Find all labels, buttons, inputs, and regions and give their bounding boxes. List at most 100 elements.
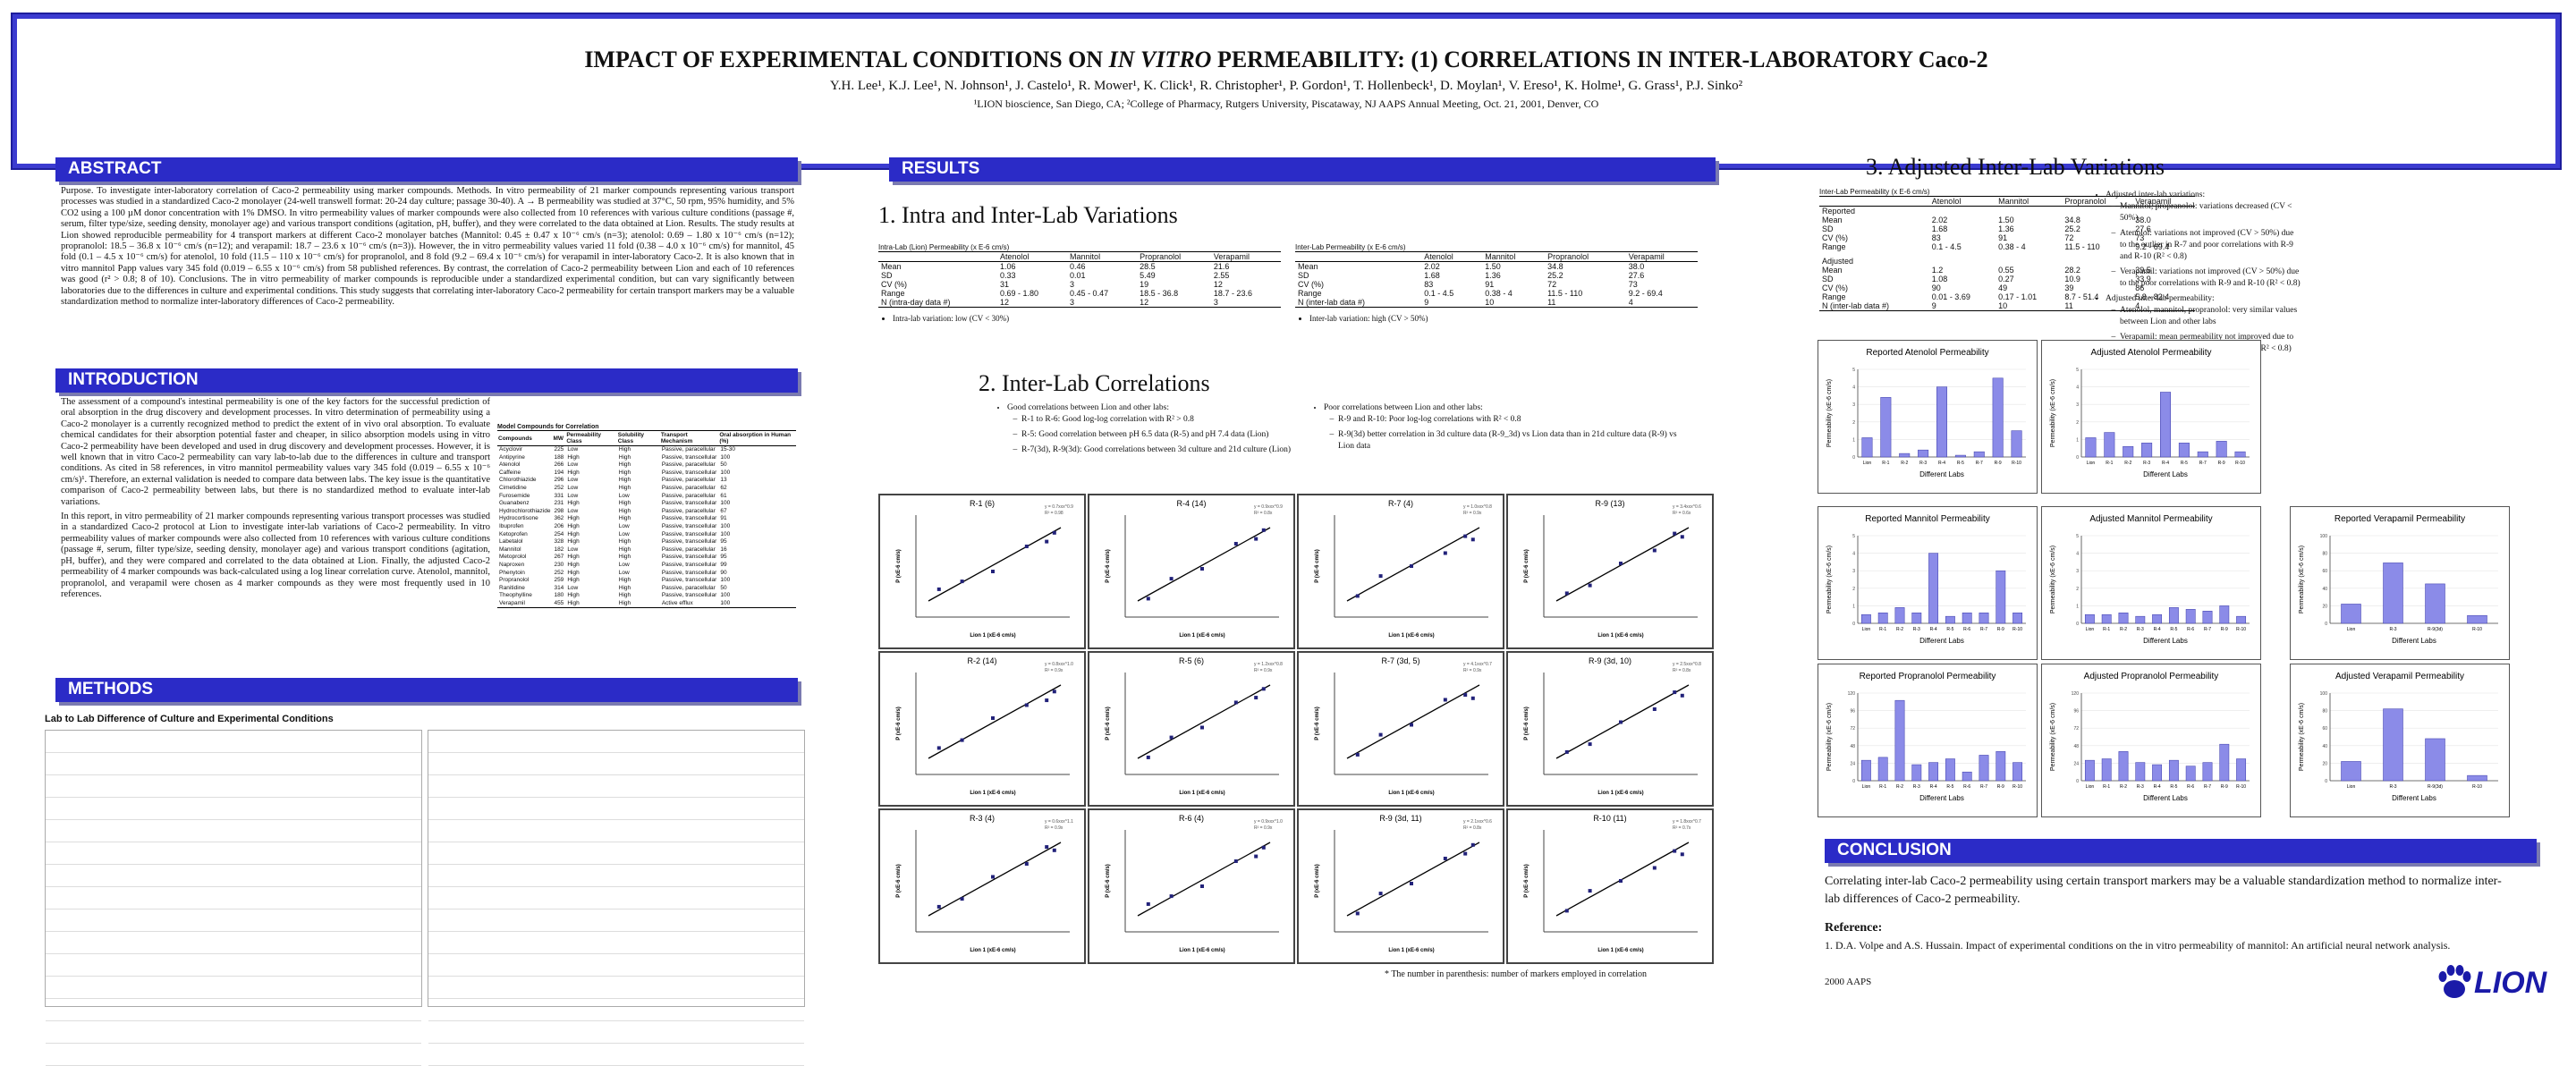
bar: [1936, 386, 1947, 458]
table-cell: [428, 797, 504, 820]
table-row: [428, 752, 804, 775]
table-cell: 0.38 - 4: [1485, 289, 1513, 298]
table-cell: 296: [554, 477, 564, 484]
table-row: [46, 931, 421, 954]
x-tick-label: R-1: [1882, 461, 1889, 466]
table-cell: 10: [1998, 301, 2008, 310]
table-cell: 9.2 - 69.4: [1628, 289, 1663, 298]
table-cell: 99: [720, 561, 727, 568]
table-cell: 182: [554, 546, 564, 553]
y-tick-label: 1: [2076, 604, 2079, 609]
conclusion-heading: CONCLUSION: [1825, 839, 2537, 863]
chart-title: Reported Atenolol Permeability: [1866, 348, 1988, 358]
section-1-title: 1. Intra and Inter-Lab Variations: [878, 202, 1178, 228]
table-cell: Passive, transcellular: [661, 554, 717, 561]
scatter-point: [1564, 749, 1569, 754]
x-tick-label: R-3: [1913, 627, 1920, 632]
x-tick-label: R-4: [2162, 461, 2169, 466]
scatter-point: [1463, 851, 1468, 856]
table-cell: [428, 953, 504, 977]
table-row: SD 1.08 0.27 10.9 33.9: [1819, 275, 2195, 283]
table-cell: Furosemide: [499, 492, 530, 499]
table-cell: 25.2: [2064, 224, 2080, 233]
y-tick-label: 2: [1852, 587, 1855, 592]
scatter-point: [1052, 530, 1056, 535]
scatter-label: R-7 (3d, 5): [1381, 656, 1419, 665]
table-cell: [271, 1043, 346, 1066]
table-cell: [346, 797, 421, 820]
bar: [2123, 445, 2134, 458]
table-cell: High: [567, 577, 580, 584]
table-cell: [121, 998, 196, 1021]
affiliation: ¹LION bioscience, San Diego, CA; ²Colleg…: [973, 97, 1599, 110]
scatter-panel: R-3 (4) y = 0.6xxx^1.1 R² = 0.9x Lion 1 (xE…: [878, 808, 1086, 964]
scatter-panel: R-4 (14) y = 0.9xxx^0.9 R² = 0.8x Lion 1 (x…: [1088, 494, 1295, 649]
bar: [2101, 758, 2112, 782]
table-cell: 252: [554, 484, 564, 491]
scatter-point: [1045, 845, 1049, 850]
table-cell: High: [618, 599, 631, 606]
col-header: Atenolol: [1928, 196, 1996, 207]
table-row: Mean 2.02 1.50 34.8 38.0: [1819, 216, 2195, 224]
table-cell: 28.2: [2064, 266, 2080, 275]
scatter-plot: R-7 (3d, 5) y = 4.1xxx^0.7R² = 0.9x Lion 1…: [1315, 656, 1492, 796]
scatter-ylabel: P (xE-6 cm/s): [1315, 864, 1320, 898]
table-cell: [654, 953, 729, 977]
table-cell: 49: [1998, 283, 2008, 292]
table-cell: 0.01: [1070, 271, 1086, 280]
x-tick-label: R-10: [2012, 627, 2022, 632]
scatter-point: [1443, 551, 1447, 555]
table-cell: [46, 1020, 121, 1044]
x-tick-label: R-7: [1980, 784, 1987, 790]
table-cell: 50: [720, 461, 727, 469]
bar: [1979, 612, 1989, 624]
table-cell: Passive, paracellular: [661, 461, 716, 469]
table-cell: 72: [2064, 233, 2074, 242]
table-cell: [504, 842, 579, 865]
bar: [2185, 766, 2196, 782]
table-cell: [504, 998, 579, 1021]
table-cell: High: [567, 592, 580, 599]
scatter-point: [960, 580, 964, 584]
x-tick-label: R-3: [2389, 627, 2396, 632]
table-cell: High: [618, 507, 631, 514]
chart-xlabel: Different Labs: [2143, 637, 2188, 645]
scatter-label: R-5 (6): [1179, 656, 1204, 665]
table-cell: 100: [720, 500, 731, 507]
table-cell: 1.08: [1931, 275, 1948, 283]
methods-subtitle: Lab to Lab Difference of Culture and Exp…: [45, 714, 334, 724]
table-cell: Atenolol: [499, 461, 521, 469]
introduction-text: The assessment of a compound's intestina…: [61, 397, 490, 600]
bar-chart: Adjusted Propranolol Permeability 0 24 48 72…: [2041, 664, 2261, 817]
scatter-point: [936, 904, 941, 909]
y-tick-label: 3: [1852, 402, 1855, 408]
x-tick-label: Lion: [2347, 784, 2356, 790]
scatter-label: R-9 (3d, 10): [1589, 656, 1631, 665]
col-header: Propranolol: [2062, 196, 2133, 207]
chart-title: Reported Mannitol Permeability: [1865, 514, 1990, 524]
table-row: [428, 731, 804, 753]
table-cell: [729, 864, 804, 887]
table-cell: 11.5 - 110: [2064, 242, 2100, 251]
table-cell: High: [618, 584, 631, 591]
intra-lab-table: Atenolol Mannitol Propranolol Verapamil Mean…: [878, 251, 1281, 308]
table-cell: 194: [554, 469, 564, 476]
scatter-point: [1463, 534, 1468, 538]
scatter-point: [1443, 698, 1447, 702]
table-cell: [121, 731, 196, 753]
table-cell: Passive, transcellular: [661, 500, 717, 507]
table-cell: 267: [554, 554, 564, 561]
table-cell: Ketoprofen: [499, 530, 528, 537]
table-row: [428, 864, 804, 887]
aaps-note: 2000 AAPS: [1825, 977, 1872, 987]
table-row: [428, 819, 804, 842]
scatter-xlabel: Lion 1 (xE-6 cm/s): [970, 633, 1015, 639]
x-tick-label: R-10: [2235, 461, 2245, 466]
scatter-equation: y = 0.9xxx^1.0: [1254, 819, 1283, 825]
table-cell: [121, 931, 196, 954]
scatter-r2: R² = 0.9x: [1254, 825, 1273, 831]
table-cell: [121, 842, 196, 865]
bar-chart-svg: Reported Propranolol Permeability 0 24 48 72…: [1826, 672, 2026, 802]
table-cell: 10: [1485, 298, 1495, 307]
table-cell: 5.49: [1140, 271, 1156, 280]
